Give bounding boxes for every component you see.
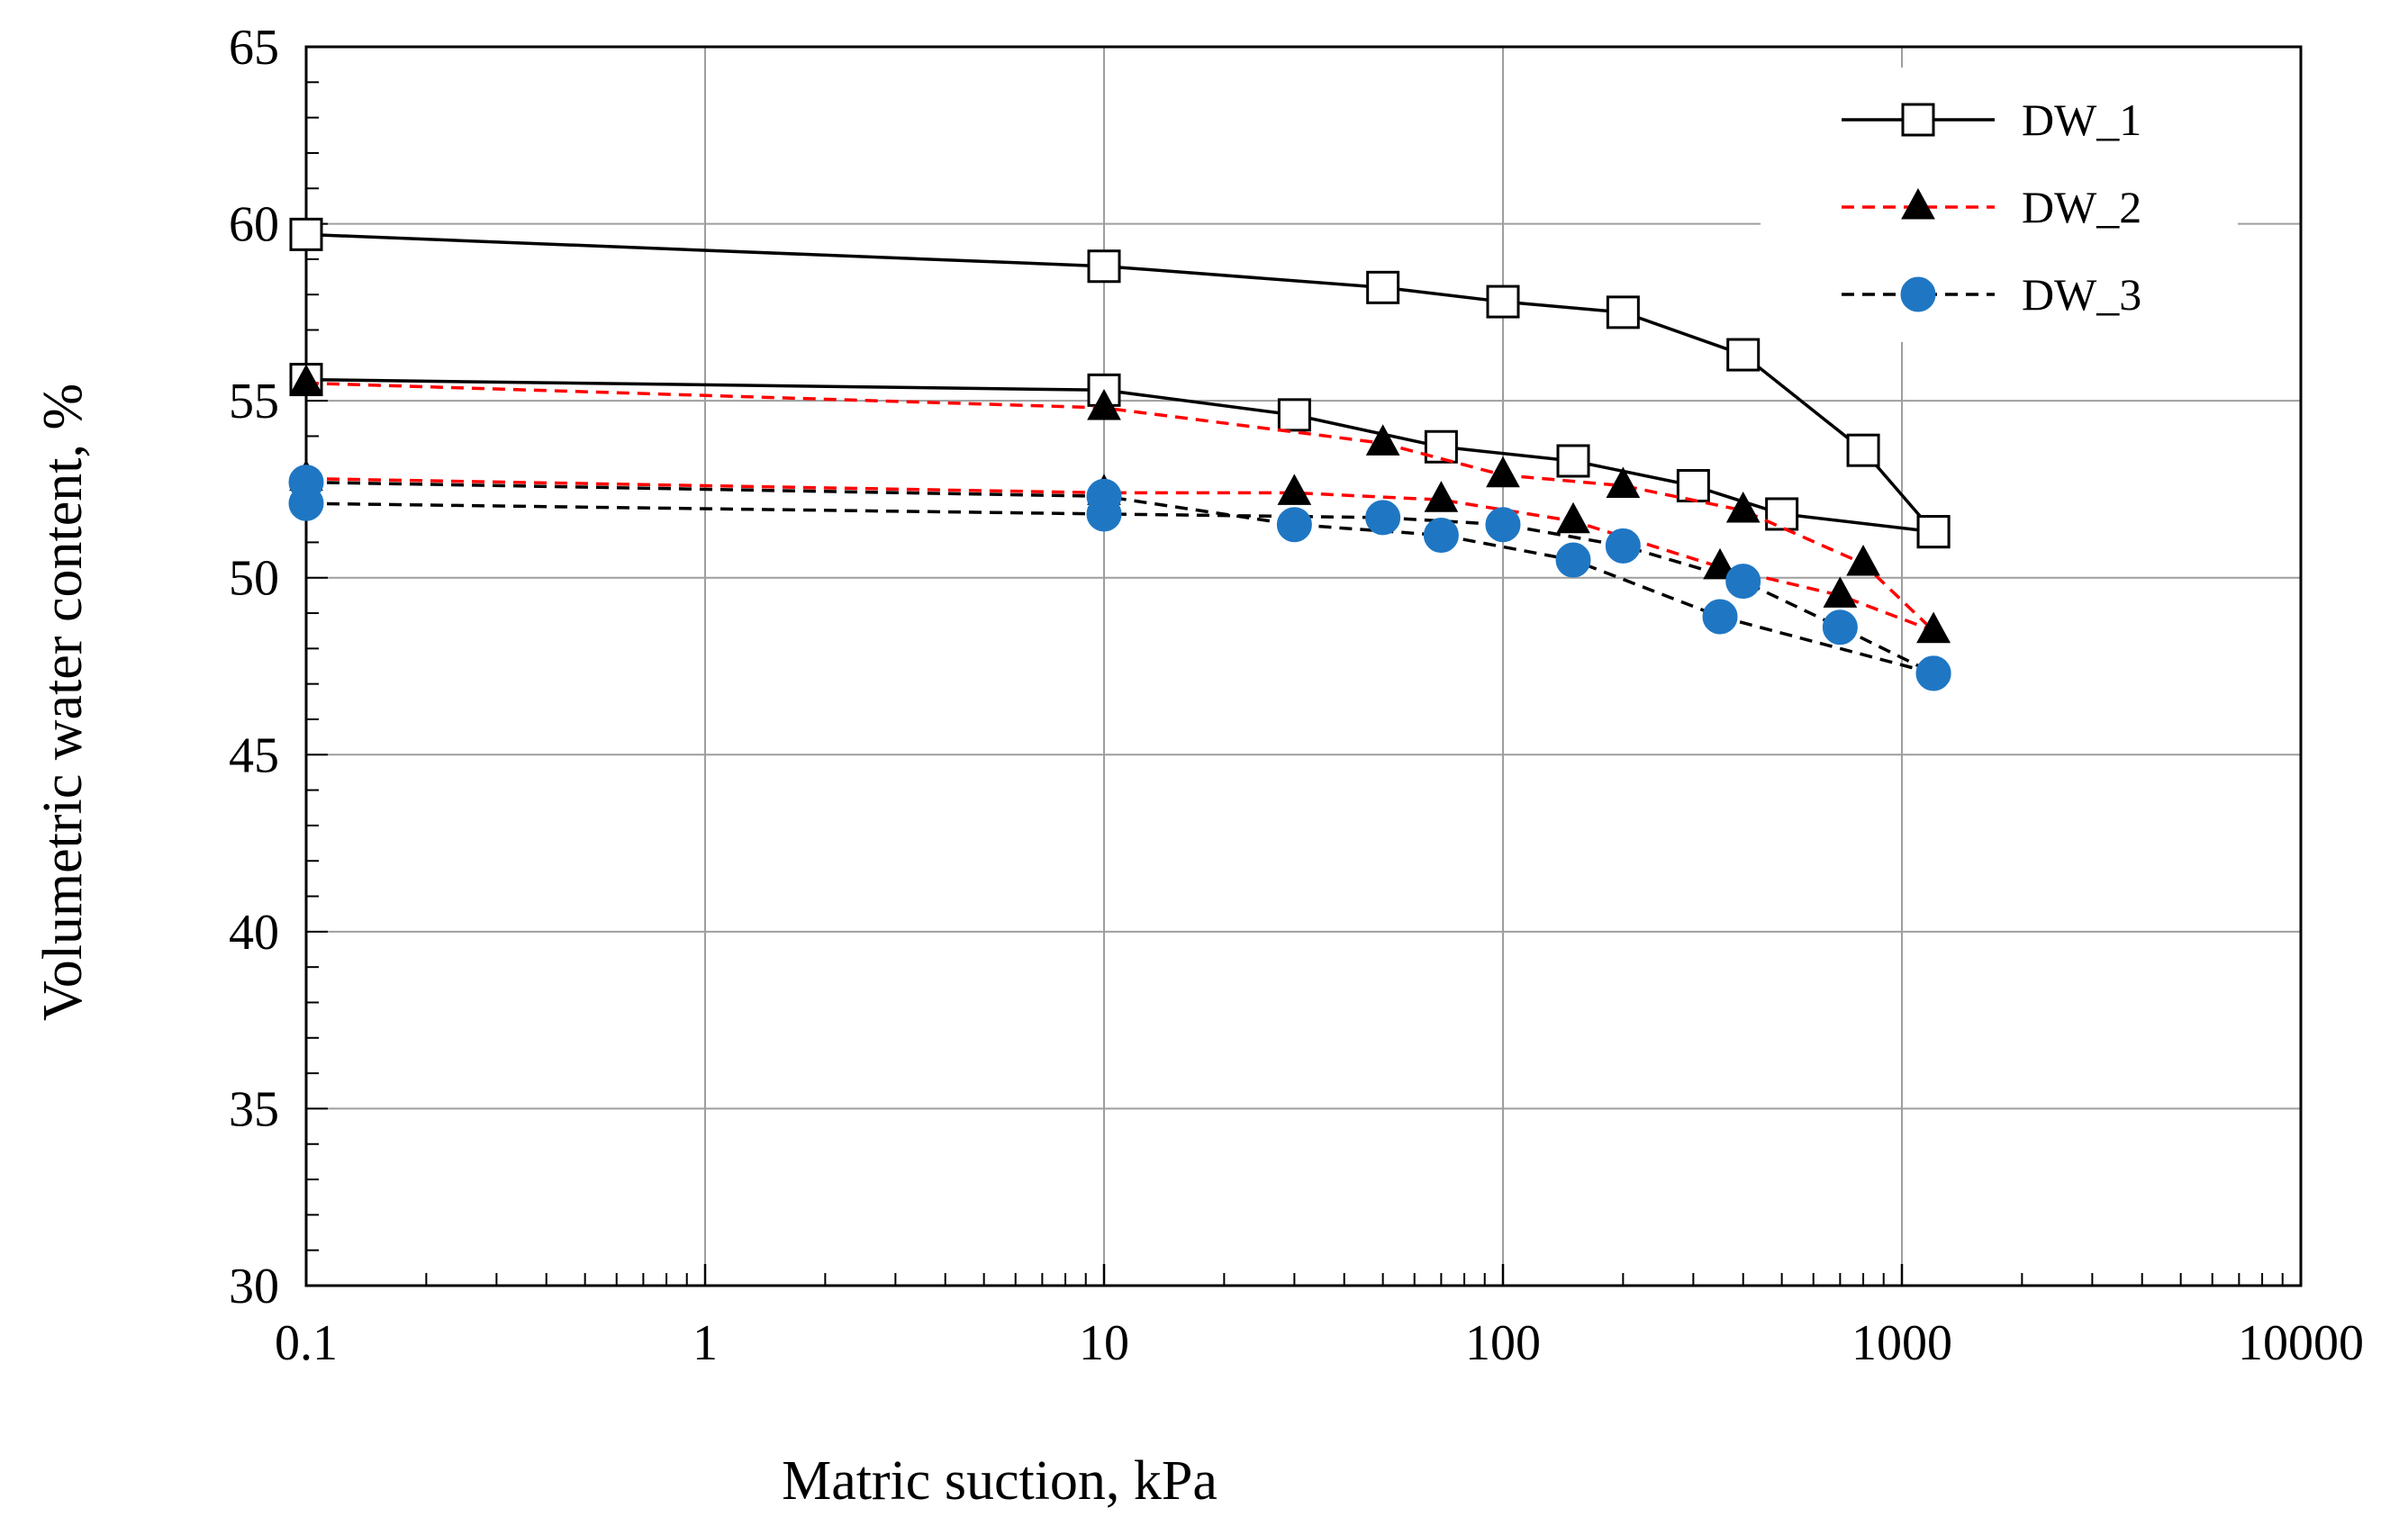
data-point — [1846, 544, 1880, 576]
y-tick-label: 40 — [229, 905, 279, 961]
data-point — [1823, 576, 1858, 608]
legend-label: DW_1 — [2022, 95, 2141, 145]
x-axis-title: Matric suction, kPa — [782, 1450, 1218, 1512]
data-point — [1485, 507, 1521, 543]
series-line — [305, 381, 1935, 632]
data-point — [1765, 497, 1799, 531]
series-line — [305, 501, 1934, 675]
data-point — [1277, 398, 1311, 432]
data-point — [1486, 284, 1520, 319]
data-point — [1915, 655, 1951, 691]
legend-label: DW_3 — [2022, 269, 2141, 320]
y-tick-label: 50 — [229, 551, 279, 607]
legend: DW_1 DW_2 DW_3 — [1761, 68, 2238, 342]
x-tick-label: 100 — [1465, 1315, 1541, 1371]
x-tick-label: 10000 — [2238, 1315, 2364, 1371]
data-point — [1822, 609, 1858, 646]
y-tick-label: 65 — [229, 20, 279, 76]
data-point — [1365, 424, 1400, 456]
data-point — [1556, 501, 1590, 534]
legend-marker — [1900, 276, 1936, 312]
data-point — [1606, 295, 1640, 330]
data-point — [1087, 249, 1121, 284]
data-point — [1725, 491, 1761, 523]
series-DW_3 — [288, 465, 1951, 691]
data-point — [1725, 564, 1761, 600]
y-tick-label: 45 — [229, 727, 279, 783]
data-point — [1486, 456, 1520, 488]
data-point — [1702, 599, 1738, 635]
x-tick-label: 1 — [693, 1315, 718, 1371]
data-point — [1366, 270, 1400, 304]
data-point — [1087, 388, 1121, 420]
data-point — [1424, 481, 1459, 512]
data-point — [289, 364, 323, 395]
y-axis-title: Volumetric water content, % — [32, 384, 94, 1021]
data-point — [1846, 433, 1880, 467]
y-tick-label: 60 — [229, 197, 279, 253]
data-point — [1277, 474, 1312, 505]
data-point — [1556, 444, 1590, 478]
data-point — [1605, 528, 1641, 564]
x-tick-label: 0.1 — [275, 1315, 338, 1371]
data-point — [1676, 468, 1710, 502]
legend-label: DW_2 — [2022, 182, 2141, 232]
legend-box — [1761, 68, 2238, 342]
data-point — [1916, 611, 1951, 644]
x-axis-tick-labels: 0.1 1 10 100 1000 10000 — [275, 1315, 2364, 1371]
y-axis-tick-labels: 30 35 40 45 50 55 60 65 — [229, 20, 279, 1314]
data-point — [1423, 518, 1459, 554]
x-tick-label: 10 — [1079, 1315, 1129, 1371]
legend-marker — [1901, 103, 1935, 137]
data-point — [1086, 478, 1122, 514]
y-tick-label: 30 — [229, 1259, 279, 1314]
plot-area-frame — [304, 45, 2303, 1287]
data-point — [1276, 507, 1312, 543]
data-point — [1606, 466, 1641, 498]
series-line — [305, 232, 1935, 533]
data-point — [1916, 515, 1951, 549]
data-point — [1726, 338, 1761, 372]
legend-marker — [1901, 187, 1935, 220]
y-tick-label: 35 — [229, 1081, 279, 1137]
data-point — [1555, 542, 1591, 578]
y-tick-label: 55 — [229, 374, 279, 429]
data-point — [1365, 500, 1401, 536]
series-layer — [288, 217, 1951, 691]
data-point — [289, 217, 323, 251]
x-tick-label: 1000 — [1851, 1315, 1952, 1371]
data-point — [288, 465, 324, 501]
